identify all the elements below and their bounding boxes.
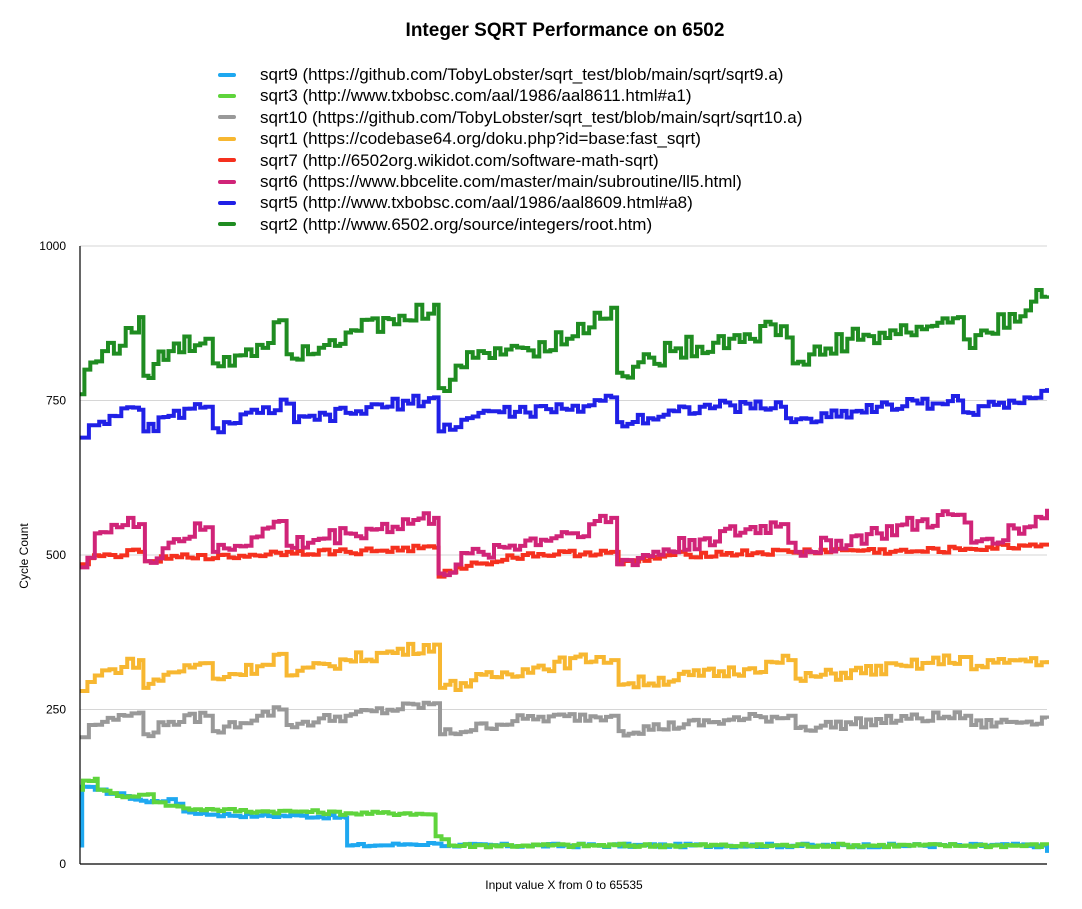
chart-title: Integer SQRT Performance on 6502 xyxy=(405,20,725,41)
legend-item-sqrt10: sqrt10 (https://github.com/TobyLobster/s… xyxy=(218,107,802,128)
legend-item-sqrt5: sqrt5 (http://www.txbobsc.com/aal/1986/a… xyxy=(218,192,802,213)
grid-lines xyxy=(80,245,1047,710)
axes: 0 250 500 750 1000 xyxy=(39,239,1047,871)
legend-label: sqrt1 (https://codebase64.org/doku.php?i… xyxy=(260,129,701,149)
series-line-sqrt3 xyxy=(80,776,1049,850)
series-line-sqrt1 xyxy=(80,641,1049,693)
y-tick-label-0: 0 xyxy=(59,857,66,871)
series-line-sqrt10 xyxy=(80,700,1049,740)
y-axis-label: Cycle Count xyxy=(17,523,31,589)
series-lines xyxy=(80,288,1049,853)
series-line-sqrt7 xyxy=(80,542,1049,579)
legend-swatch xyxy=(218,136,236,141)
legend-item-sqrt2: sqrt2 (http://www.6502.org/source/intege… xyxy=(218,214,802,235)
legend-swatch xyxy=(218,179,236,184)
legend-label: sqrt2 (http://www.6502.org/source/intege… xyxy=(260,214,653,234)
x-axis-label: Input value X from 0 to 65535 xyxy=(485,878,643,892)
series-line-sqrt2 xyxy=(80,288,1049,397)
legend-label: sqrt7 (http://6502org.wikidot.com/softwa… xyxy=(260,150,659,170)
legend-item-sqrt7: sqrt7 (http://6502org.wikidot.com/softwa… xyxy=(218,150,802,171)
legend-swatch xyxy=(218,115,236,120)
y-tick-label-500: 500 xyxy=(46,548,66,562)
legend-swatch xyxy=(218,72,236,77)
legend-label: sqrt3 (http://www.txbobsc.com/aal/1986/a… xyxy=(260,86,692,106)
y-tick-label-250: 250 xyxy=(46,703,66,717)
legend-label: sqrt10 (https://github.com/TobyLobster/s… xyxy=(260,107,803,127)
legend-label: sqrt6 (https://www.bbcelite.com/master/m… xyxy=(260,171,742,191)
legend-swatch xyxy=(218,201,236,206)
legend-item-sqrt6: sqrt6 (https://www.bbcelite.com/master/m… xyxy=(218,171,802,192)
legend-swatch xyxy=(218,158,236,163)
series-line-sqrt5 xyxy=(80,388,1049,440)
legend-swatch xyxy=(218,94,236,99)
series-line-sqrt6 xyxy=(80,508,1049,578)
y-tick-label-750: 750 xyxy=(46,394,66,408)
legend-item-sqrt9: sqrt9 (https://github.com/TobyLobster/sq… xyxy=(218,64,802,85)
legend-item-sqrt1: sqrt1 (https://codebase64.org/doku.php?i… xyxy=(218,128,802,149)
legend-label: sqrt9 (https://github.com/TobyLobster/sq… xyxy=(260,65,784,84)
legend-swatch xyxy=(218,222,236,227)
legend-item-sqrt3: sqrt3 (http://www.txbobsc.com/aal/1986/a… xyxy=(218,85,802,106)
y-tick-label-1000: 1000 xyxy=(39,239,66,253)
legend: sqrt9 (https://github.com/TobyLobster/sq… xyxy=(218,64,802,235)
legend-label: sqrt5 (http://www.txbobsc.com/aal/1986/a… xyxy=(260,193,693,213)
